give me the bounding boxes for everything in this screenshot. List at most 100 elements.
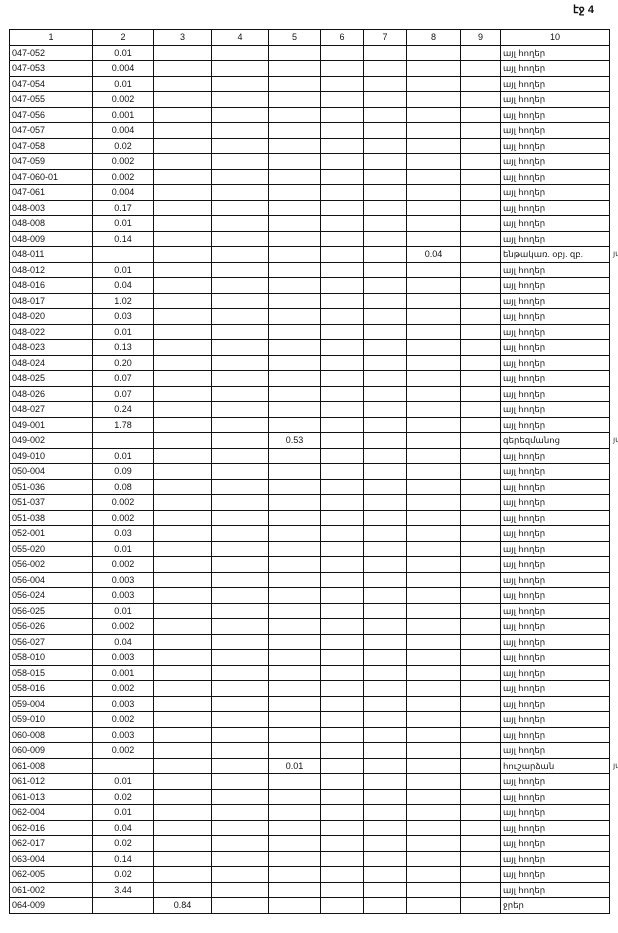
- table-row: 048-016 0.04 այլ հողեր: [9, 277, 610, 294]
- cell-text: 0.01: [114, 807, 132, 818]
- area-cell-col6: [320, 432, 364, 449]
- area-cell-col3: [153, 819, 212, 836]
- table-row: 061-002 3.44 այլ հողեր: [9, 881, 610, 898]
- area-cell-col7: [363, 866, 407, 883]
- area-cell-col9: [460, 60, 501, 77]
- land-type-cell: այլ հողեր: [500, 106, 610, 123]
- land-type-cell: այլ հողեր: [500, 633, 610, 650]
- land-type-cell: այլ հողեր: [500, 571, 610, 588]
- area-cell-col2: 0.07: [92, 370, 154, 387]
- area-cell-col7: [363, 339, 407, 356]
- area-cell-col9: [460, 199, 501, 216]
- area-cell-col4: [211, 897, 269, 914]
- area-cell-col4: [211, 230, 269, 247]
- cell-text: 0.04: [424, 249, 443, 260]
- area-cell-col2: 0.01: [92, 323, 154, 340]
- area-cell-col2: 0.08: [92, 478, 154, 495]
- area-cell-col8: [406, 261, 461, 278]
- table-row: 062-005 0.02 այլ հողեր: [9, 866, 610, 883]
- parcel-code-cell: 047-061: [9, 184, 93, 201]
- area-cell-col6: [320, 44, 364, 61]
- area-cell-col8: [406, 323, 461, 340]
- area-cell-col3: [153, 60, 212, 77]
- area-cell-col6: [320, 246, 364, 263]
- area-cell-col2: 0.01: [92, 773, 154, 790]
- area-cell-col2: 0.01: [92, 804, 154, 821]
- area-cell-col5: [268, 122, 321, 139]
- area-cell-col9: [460, 292, 501, 309]
- area-cell-col8: [406, 897, 461, 914]
- area-cell-col8: [406, 850, 461, 867]
- cell-text: այլ հողեր: [503, 326, 546, 337]
- area-cell-col4: [211, 633, 269, 650]
- area-cell-col7: [363, 122, 407, 139]
- margin-note: յմ: [613, 435, 618, 444]
- area-cell-col2: 0.001: [92, 106, 154, 123]
- cell-text: 050-004: [12, 466, 46, 477]
- land-type-cell: այլ հողեր: [500, 354, 610, 371]
- cell-text: գերեզմանոց: [503, 435, 560, 446]
- cell-text: 047-052: [12, 47, 46, 58]
- area-cell-col2: 0.002: [92, 153, 154, 170]
- parcel-code-cell: 056-025: [9, 602, 93, 619]
- column-header-1: 1: [9, 29, 93, 46]
- area-cell-col6: [320, 571, 364, 588]
- area-cell-col5: [268, 680, 321, 697]
- area-cell-col9: [460, 773, 501, 790]
- area-cell-col6: [320, 60, 364, 77]
- area-cell-col3: [153, 370, 212, 387]
- area-cell-col4: [211, 587, 269, 604]
- parcel-code-cell: 048-011: [9, 246, 93, 263]
- area-cell-col6: [320, 525, 364, 542]
- area-cell-col2: 0.04: [92, 819, 154, 836]
- table-row: 061-008 0.01 հուշարձան յմ: [9, 757, 618, 774]
- area-cell-col4: [211, 804, 269, 821]
- area-cell-col9: [460, 850, 501, 867]
- area-cell-col6: [320, 447, 364, 464]
- cell-text: այլ հողեր: [503, 125, 546, 136]
- land-type-cell: այլ հողեր: [500, 323, 610, 340]
- table-row: 061-012 0.01 այլ հողեր: [9, 773, 610, 790]
- area-cell-col2: 0.13: [92, 339, 154, 356]
- area-cell-col3: [153, 494, 212, 511]
- area-cell-col7: [363, 168, 407, 185]
- area-cell-col2: 0.002: [92, 742, 154, 759]
- area-cell-col3: [153, 757, 212, 774]
- cell-text: հուշարձան: [503, 760, 555, 771]
- parcel-code-cell: 061-013: [9, 788, 93, 805]
- land-type-cell: այլ հողեր: [500, 726, 610, 743]
- land-type-cell: այլ հողեր: [500, 540, 610, 557]
- area-cell-col6: [320, 339, 364, 356]
- cell-text: 047-056: [12, 109, 46, 120]
- land-type-cell: այլ հողեր: [500, 649, 610, 666]
- area-cell-col7: [363, 788, 407, 805]
- area-cell-col5: [268, 711, 321, 728]
- area-cell-col9: [460, 122, 501, 139]
- parcel-code-cell: 047-057: [9, 122, 93, 139]
- table-row: 048-009 0.14 այլ հողեր: [9, 230, 610, 247]
- area-cell-col8: [406, 292, 461, 309]
- table-row: 061-013 0.02 այլ հողեր: [9, 788, 610, 805]
- cell-text: 0.53: [285, 435, 304, 446]
- parcel-code-cell: 051-036: [9, 478, 93, 495]
- area-cell-col6: [320, 215, 364, 232]
- area-cell-col2: 0.01: [92, 75, 154, 92]
- cell-text: այլ հողեր: [503, 698, 546, 709]
- area-cell-col6: [320, 463, 364, 480]
- area-cell-col2: 0.14: [92, 230, 154, 247]
- area-cell-col3: [153, 261, 212, 278]
- parcel-code-cell: 048-023: [9, 339, 93, 356]
- area-cell-col5: [268, 571, 321, 588]
- table-row: 055-020 0.01 այլ հողեր: [9, 540, 610, 557]
- area-cell-col2: 0.02: [92, 835, 154, 852]
- land-type-cell: այլ հողեր: [500, 401, 610, 418]
- area-cell-col2: [92, 432, 154, 449]
- area-cell-col8: [406, 75, 461, 92]
- area-cell-col9: [460, 277, 501, 294]
- area-cell-col3: [153, 323, 212, 340]
- cell-text: 047-055: [12, 94, 46, 105]
- area-cell-col5: [268, 153, 321, 170]
- cell-text: այլ հողեր: [503, 47, 546, 58]
- parcel-code-cell: 058-015: [9, 664, 93, 681]
- area-cell-col3: [153, 835, 212, 852]
